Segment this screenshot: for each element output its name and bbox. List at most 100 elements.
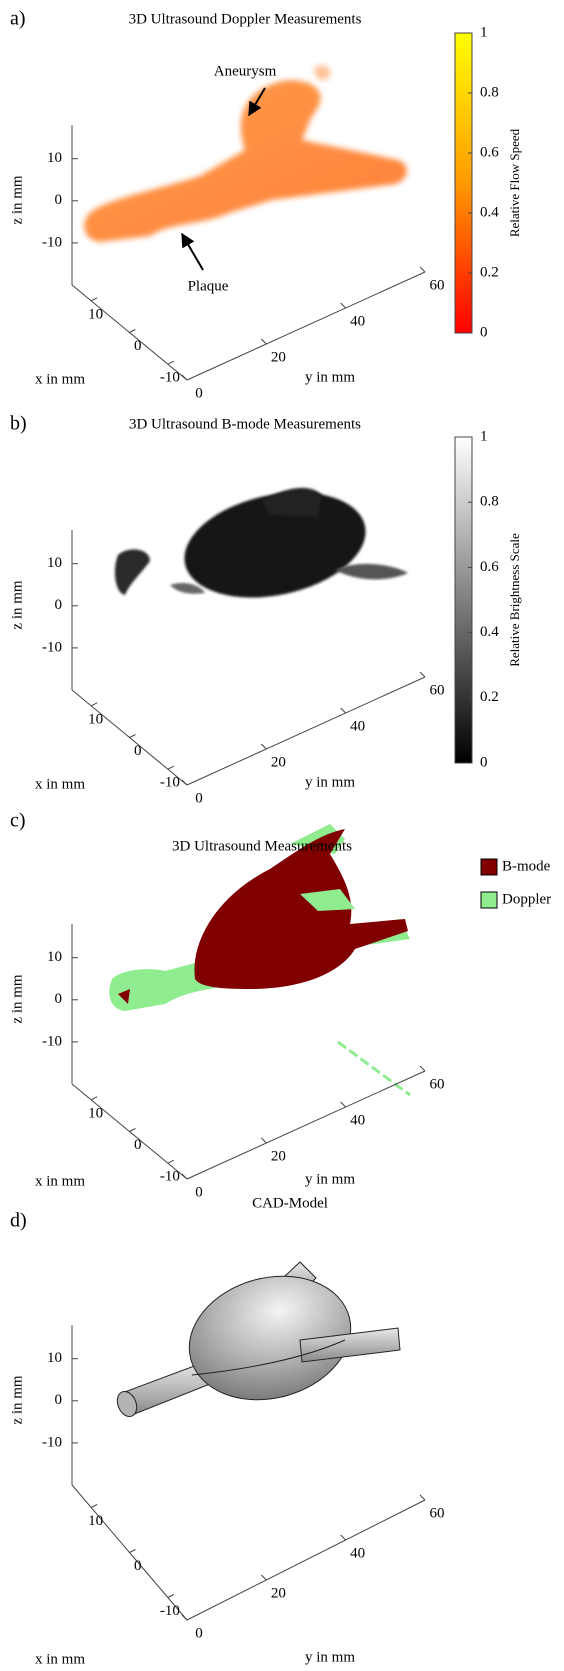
y-tick xyxy=(181,1614,188,1621)
z-tick-label: -10 xyxy=(42,1033,62,1049)
x-tick xyxy=(90,702,98,707)
x-axis-label: x in mm xyxy=(35,1651,85,1667)
colorbar-tick-label: 0.2 xyxy=(480,689,499,705)
z-tick-label: 0 xyxy=(55,597,63,613)
doppler-volume xyxy=(150,889,355,997)
x-tick-label: -10 xyxy=(160,1603,180,1619)
cad-tube xyxy=(299,1327,401,1363)
z-tick-label: 10 xyxy=(47,949,62,965)
x-tick xyxy=(167,765,175,770)
colorbar-tick-label: 0.8 xyxy=(480,494,499,510)
y-tick-label: 0 xyxy=(195,1625,203,1641)
x-tick-label: 10 xyxy=(88,1105,103,1121)
x-tick xyxy=(129,734,136,738)
annotation-arrow xyxy=(248,87,266,117)
legend-swatch xyxy=(480,858,498,876)
x-tick-label: 0 xyxy=(134,743,142,759)
bmode-volume xyxy=(262,487,322,517)
doppler-fragment xyxy=(314,65,331,81)
y-tick-label: 0 xyxy=(195,790,203,806)
z-axis-label: z in mm xyxy=(9,175,25,224)
y-tick-label: 20 xyxy=(271,754,286,770)
y-tick-label: 60 xyxy=(430,1505,445,1521)
colorbar-tick-label: 1 xyxy=(480,24,488,40)
z-tick-label: 0 xyxy=(55,192,63,208)
cad-cap xyxy=(116,1390,138,1418)
panel: Aneurysm Plaque a) 3D Ultrasound Doppler … xyxy=(9,8,522,402)
y-tick xyxy=(419,266,426,273)
x-tick xyxy=(167,360,175,365)
z-tick-label: 10 xyxy=(47,555,62,571)
z-axis-label: z in mm xyxy=(9,974,25,1023)
bmode-volume xyxy=(118,829,408,1004)
y-tick-label: 40 xyxy=(350,1545,365,1561)
z-tick-label: 10 xyxy=(47,1350,62,1366)
x-axis-label: x in mm xyxy=(35,1173,85,1189)
colorbar xyxy=(454,436,473,764)
x-tick xyxy=(129,1128,136,1132)
y-axis-label: y in mm xyxy=(305,1171,355,1187)
z-axis-label: z in mm xyxy=(9,580,25,629)
annotation: Plaque xyxy=(188,278,229,294)
colorbar-tick-label: 0.4 xyxy=(480,204,499,220)
z-tick-label: -10 xyxy=(42,234,62,250)
colorbar-tick-label: 1 xyxy=(480,428,488,444)
x-tick-label: 0 xyxy=(134,1558,142,1574)
colorbar-tick-label: 0.6 xyxy=(480,559,499,575)
y-tick-label: 0 xyxy=(195,1184,203,1200)
z-tick-label: 0 xyxy=(55,991,63,1007)
colorbar-label: Relative Flow Speed xyxy=(507,128,522,237)
y-tick-label: 0 xyxy=(195,385,203,401)
legend-label: Doppler xyxy=(502,891,551,907)
z-tick-label: -10 xyxy=(42,639,62,655)
y-axis-label: y in mm xyxy=(305,1649,355,1665)
annotation: Aneurysm xyxy=(214,63,277,79)
bmode-volume xyxy=(184,492,366,598)
y-axis-label: y in mm xyxy=(305,369,355,385)
y-tick xyxy=(340,302,347,309)
chart-title: CAD-Model xyxy=(252,1195,328,1211)
colorbar-tick-label: 0.4 xyxy=(480,624,499,640)
y-axis-label: y in mm xyxy=(305,774,355,790)
z-tick-label: -10 xyxy=(42,1434,62,1450)
x-tick-label: -10 xyxy=(160,1169,180,1185)
panel: d) CAD-Model -10 0 10 -10 0 10 0 20 40 60 z in mm x i… xyxy=(9,1195,444,1667)
y-axis xyxy=(186,676,426,786)
doppler-volume xyxy=(109,824,410,1011)
doppler-volume xyxy=(84,80,407,242)
x-tick xyxy=(90,1096,98,1101)
y-tick xyxy=(419,671,426,678)
y-tick xyxy=(260,338,267,345)
bmode-fragment xyxy=(114,549,150,595)
y-tick xyxy=(260,743,267,750)
x-tick xyxy=(167,1159,175,1164)
y-tick xyxy=(260,1137,267,1144)
colorbar-tick-label: 0.6 xyxy=(480,144,499,160)
cad-body xyxy=(188,1275,352,1401)
colorbar-tick-label: 0 xyxy=(480,754,488,770)
y-tick xyxy=(181,779,188,786)
x-tick-label: 10 xyxy=(88,306,103,322)
legend-label: B-mode xyxy=(502,858,551,874)
z-tick-label: 10 xyxy=(47,150,62,166)
chart-title: 3D Ultrasound B-mode Measurements xyxy=(129,416,361,432)
x-tick xyxy=(90,297,98,302)
legend-swatch xyxy=(480,891,498,909)
y-tick xyxy=(419,1494,426,1501)
y-axis xyxy=(186,1070,426,1180)
bmode-fragment xyxy=(170,582,205,594)
panel: c) 3D Ultrasound Measurements -10 0 10 -10 0 10… xyxy=(9,810,551,1201)
y-tick xyxy=(419,1065,426,1072)
x-tick xyxy=(129,329,136,333)
y-tick xyxy=(181,374,188,381)
colorbar xyxy=(454,32,473,334)
panel-label: d) xyxy=(10,1210,27,1232)
colorbar-tick-label: 0 xyxy=(480,324,488,340)
x-tick-label: -10 xyxy=(160,775,180,791)
panel: b) 3D Ultrasound B-mode Measurements -10 0 1… xyxy=(9,413,522,807)
y-tick xyxy=(340,707,347,714)
colorbar-label: Relative Brightness Scale xyxy=(507,533,522,667)
x-tick xyxy=(129,1549,136,1553)
